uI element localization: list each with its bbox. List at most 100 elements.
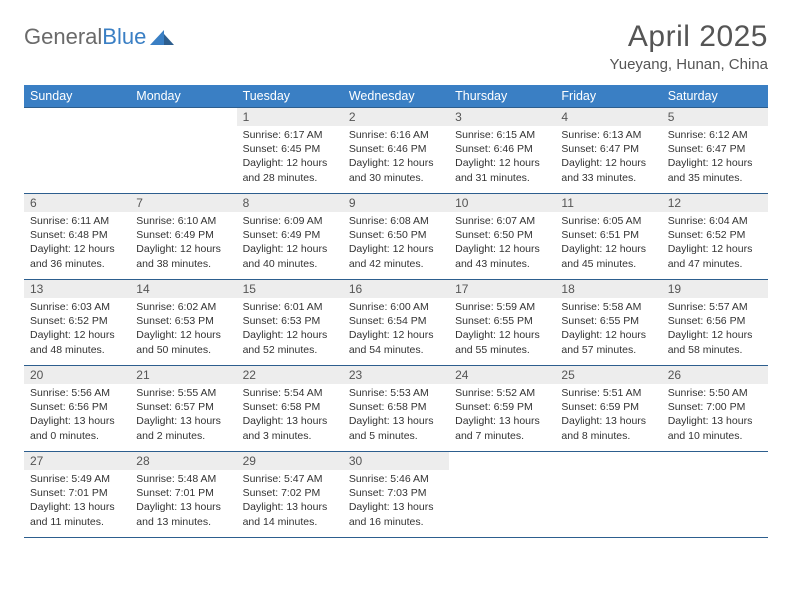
daylight-line: Daylight: 12 hours and 57 minutes. <box>561 328 655 356</box>
cell-body: Sunrise: 6:09 AMSunset: 6:49 PMDaylight:… <box>237 212 343 275</box>
daylight-line: Daylight: 12 hours and 38 minutes. <box>136 242 230 270</box>
day-number: 22 <box>237 366 343 384</box>
sunrise-line: Sunrise: 6:10 AM <box>136 214 230 228</box>
cell-body: Sunrise: 5:48 AMSunset: 7:01 PMDaylight:… <box>130 470 236 533</box>
cell-body: Sunrise: 5:49 AMSunset: 7:01 PMDaylight:… <box>24 470 130 533</box>
daylight-line: Daylight: 12 hours and 52 minutes. <box>243 328 337 356</box>
cell-body: Sunrise: 5:56 AMSunset: 6:56 PMDaylight:… <box>24 384 130 447</box>
sunrise-line: Sunrise: 5:55 AM <box>136 386 230 400</box>
day-number: 18 <box>555 280 661 298</box>
sunset-line: Sunset: 6:53 PM <box>136 314 230 328</box>
sunrise-line: Sunrise: 5:53 AM <box>349 386 443 400</box>
calendar-cell: 28Sunrise: 5:48 AMSunset: 7:01 PMDayligh… <box>130 452 236 538</box>
sunset-line: Sunset: 6:51 PM <box>561 228 655 242</box>
day-header: Wednesday <box>343 85 449 108</box>
cell-body: Sunrise: 6:05 AMSunset: 6:51 PMDaylight:… <box>555 212 661 275</box>
daylight-line: Daylight: 12 hours and 58 minutes. <box>668 328 762 356</box>
daylight-line: Daylight: 12 hours and 28 minutes. <box>243 156 337 184</box>
calendar-cell: 9Sunrise: 6:08 AMSunset: 6:50 PMDaylight… <box>343 194 449 280</box>
daylight-line: Daylight: 12 hours and 33 minutes. <box>561 156 655 184</box>
cell-body: Sunrise: 6:04 AMSunset: 6:52 PMDaylight:… <box>662 212 768 275</box>
sunrise-line: Sunrise: 6:08 AM <box>349 214 443 228</box>
sunrise-line: Sunrise: 6:13 AM <box>561 128 655 142</box>
sunrise-line: Sunrise: 6:17 AM <box>243 128 337 142</box>
page-subtitle: Yueyang, Hunan, China <box>610 56 768 73</box>
sunset-line: Sunset: 6:53 PM <box>243 314 337 328</box>
day-number: 6 <box>24 194 130 212</box>
cell-body: Sunrise: 6:00 AMSunset: 6:54 PMDaylight:… <box>343 298 449 361</box>
calendar-cell: 6Sunrise: 6:11 AMSunset: 6:48 PMDaylight… <box>24 194 130 280</box>
cell-body: Sunrise: 6:03 AMSunset: 6:52 PMDaylight:… <box>24 298 130 361</box>
cell-body: Sunrise: 6:13 AMSunset: 6:47 PMDaylight:… <box>555 126 661 189</box>
day-number: 8 <box>237 194 343 212</box>
sunrise-line: Sunrise: 6:00 AM <box>349 300 443 314</box>
calendar-cell: 16Sunrise: 6:00 AMSunset: 6:54 PMDayligh… <box>343 280 449 366</box>
day-header: Friday <box>555 85 661 108</box>
calendar-cell: 12Sunrise: 6:04 AMSunset: 6:52 PMDayligh… <box>662 194 768 280</box>
sunset-line: Sunset: 6:56 PM <box>30 400 124 414</box>
day-number: 20 <box>24 366 130 384</box>
calendar-cell: 20Sunrise: 5:56 AMSunset: 6:56 PMDayligh… <box>24 366 130 452</box>
day-number: 16 <box>343 280 449 298</box>
sunrise-line: Sunrise: 5:58 AM <box>561 300 655 314</box>
sunset-line: Sunset: 6:58 PM <box>349 400 443 414</box>
calendar-cell: 29Sunrise: 5:47 AMSunset: 7:02 PMDayligh… <box>237 452 343 538</box>
cell-body: Sunrise: 6:15 AMSunset: 6:46 PMDaylight:… <box>449 126 555 189</box>
sunrise-line: Sunrise: 6:15 AM <box>455 128 549 142</box>
sunset-line: Sunset: 6:59 PM <box>455 400 549 414</box>
sunset-line: Sunset: 6:55 PM <box>455 314 549 328</box>
sunrise-line: Sunrise: 5:57 AM <box>668 300 762 314</box>
cell-body: Sunrise: 6:07 AMSunset: 6:50 PMDaylight:… <box>449 212 555 275</box>
cell-body: Sunrise: 6:11 AMSunset: 6:48 PMDaylight:… <box>24 212 130 275</box>
cell-body: Sunrise: 5:58 AMSunset: 6:55 PMDaylight:… <box>555 298 661 361</box>
daylight-line: Daylight: 13 hours and 14 minutes. <box>243 500 337 528</box>
daylight-line: Daylight: 12 hours and 31 minutes. <box>455 156 549 184</box>
daylight-line: Daylight: 12 hours and 35 minutes. <box>668 156 762 184</box>
sunset-line: Sunset: 6:48 PM <box>30 228 124 242</box>
sunset-line: Sunset: 6:47 PM <box>668 142 762 156</box>
daylight-line: Daylight: 13 hours and 8 minutes. <box>561 414 655 442</box>
sunset-line: Sunset: 7:03 PM <box>349 486 443 500</box>
week-row: 6Sunrise: 6:11 AMSunset: 6:48 PMDaylight… <box>24 194 768 280</box>
sunrise-line: Sunrise: 6:09 AM <box>243 214 337 228</box>
week-row: 13Sunrise: 6:03 AMSunset: 6:52 PMDayligh… <box>24 280 768 366</box>
title-block: April 2025 Yueyang, Hunan, China <box>610 20 768 73</box>
daylight-line: Daylight: 12 hours and 40 minutes. <box>243 242 337 270</box>
daylight-line: Daylight: 13 hours and 11 minutes. <box>30 500 124 528</box>
cell-body: Sunrise: 5:57 AMSunset: 6:56 PMDaylight:… <box>662 298 768 361</box>
cell-body: Sunrise: 6:08 AMSunset: 6:50 PMDaylight:… <box>343 212 449 275</box>
calendar-cell: 25Sunrise: 5:51 AMSunset: 6:59 PMDayligh… <box>555 366 661 452</box>
cell-body: Sunrise: 6:12 AMSunset: 6:47 PMDaylight:… <box>662 126 768 189</box>
sunset-line: Sunset: 6:50 PM <box>349 228 443 242</box>
day-header: Tuesday <box>237 85 343 108</box>
calendar-cell: 17Sunrise: 5:59 AMSunset: 6:55 PMDayligh… <box>449 280 555 366</box>
day-number: 15 <box>237 280 343 298</box>
sunrise-line: Sunrise: 6:04 AM <box>668 214 762 228</box>
sunrise-line: Sunrise: 6:03 AM <box>30 300 124 314</box>
cell-body: Sunrise: 6:01 AMSunset: 6:53 PMDaylight:… <box>237 298 343 361</box>
sunrise-line: Sunrise: 5:46 AM <box>349 472 443 486</box>
cell-body: Sunrise: 5:50 AMSunset: 7:00 PMDaylight:… <box>662 384 768 447</box>
sunset-line: Sunset: 6:50 PM <box>455 228 549 242</box>
calendar-cell: 1Sunrise: 6:17 AMSunset: 6:45 PMDaylight… <box>237 108 343 194</box>
day-number: 2 <box>343 108 449 126</box>
daylight-line: Daylight: 13 hours and 0 minutes. <box>30 414 124 442</box>
day-number: 26 <box>662 366 768 384</box>
sunset-line: Sunset: 7:01 PM <box>30 486 124 500</box>
day-number: 17 <box>449 280 555 298</box>
sunset-line: Sunset: 6:54 PM <box>349 314 443 328</box>
daylight-line: Daylight: 13 hours and 13 minutes. <box>136 500 230 528</box>
day-header: Thursday <box>449 85 555 108</box>
calendar-cell: 5Sunrise: 6:12 AMSunset: 6:47 PMDaylight… <box>662 108 768 194</box>
cell-body: Sunrise: 6:17 AMSunset: 6:45 PMDaylight:… <box>237 126 343 189</box>
sunset-line: Sunset: 6:49 PM <box>243 228 337 242</box>
day-number: 12 <box>662 194 768 212</box>
sunrise-line: Sunrise: 5:49 AM <box>30 472 124 486</box>
sunset-line: Sunset: 7:00 PM <box>668 400 762 414</box>
calendar-cell <box>662 452 768 538</box>
day-number: 24 <box>449 366 555 384</box>
sunset-line: Sunset: 6:46 PM <box>349 142 443 156</box>
sunset-line: Sunset: 6:56 PM <box>668 314 762 328</box>
daylight-line: Daylight: 12 hours and 50 minutes. <box>136 328 230 356</box>
day-number: 3 <box>449 108 555 126</box>
